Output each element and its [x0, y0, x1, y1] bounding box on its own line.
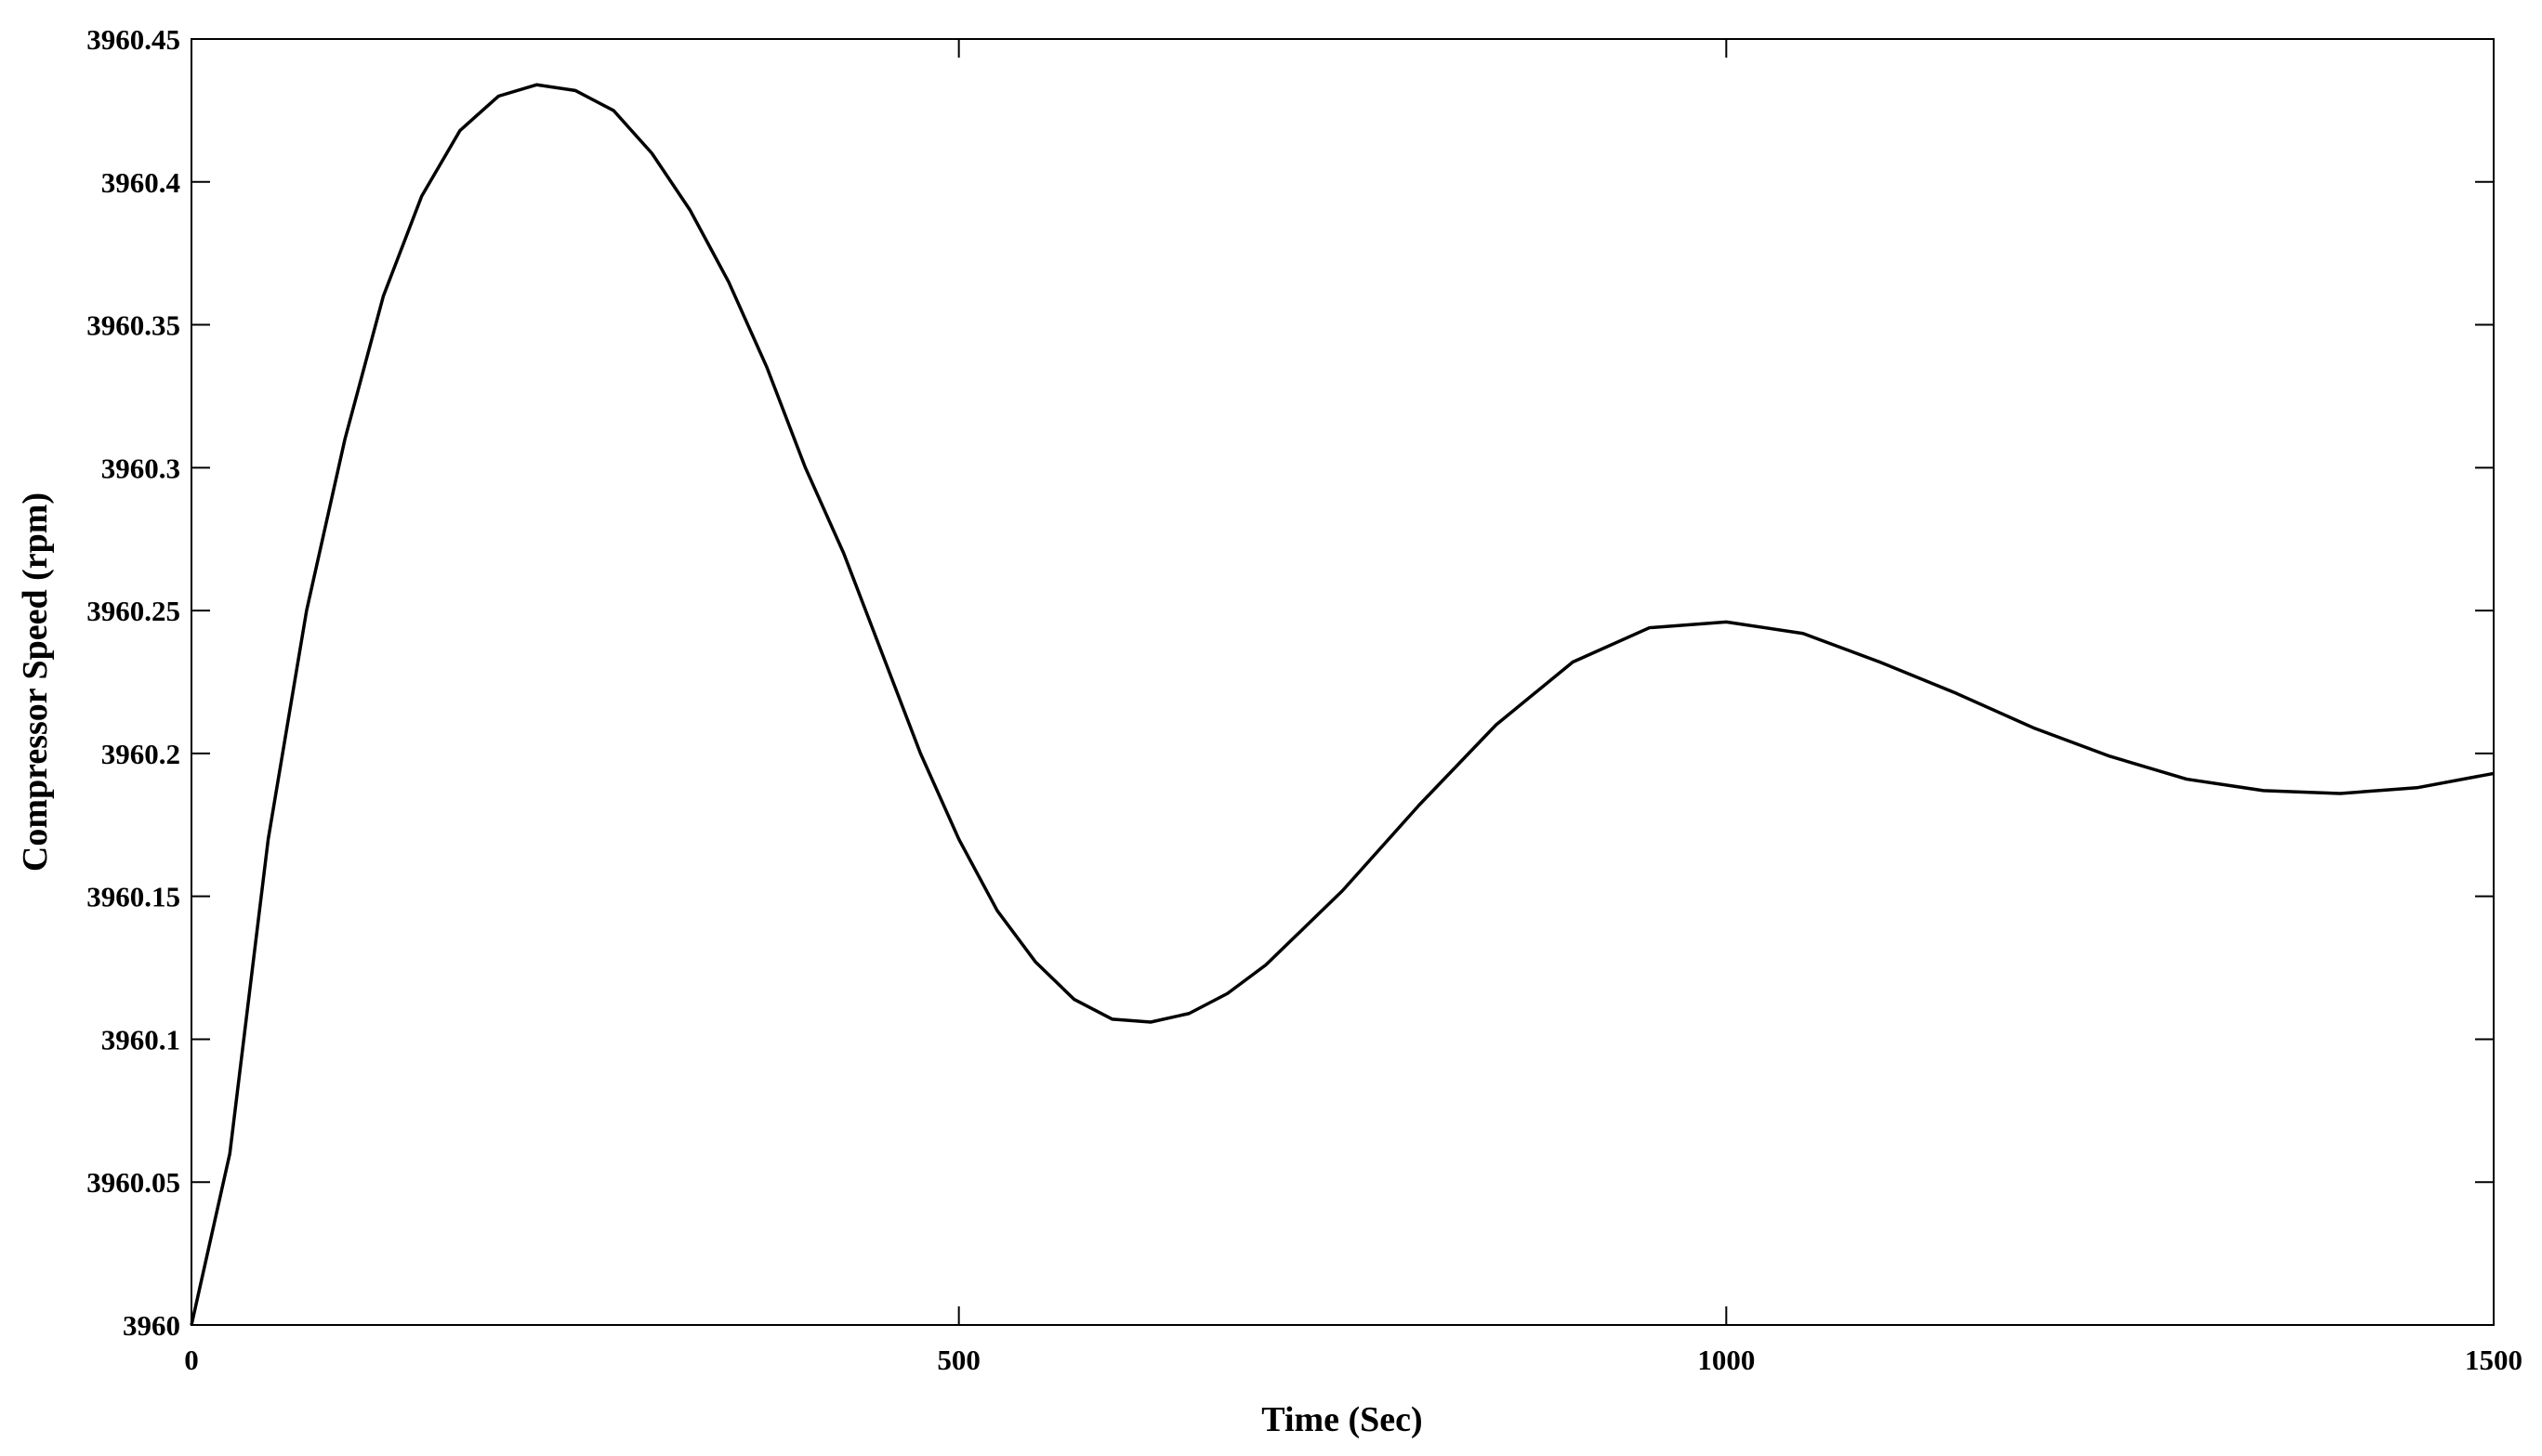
x-tick-label: 1500 [2465, 1344, 2522, 1376]
y-tick-label: 3960.1 [101, 1023, 180, 1056]
data-line [190, 83, 2495, 1326]
y-tick-label: 3960.2 [101, 738, 180, 770]
y-tick-label: 3960.15 [86, 881, 180, 913]
y-axis-label: Compressor Speed (rpm) [16, 492, 55, 872]
y-tick-label: 3960.45 [86, 23, 180, 56]
x-axis-label: Time (Sec) [1261, 1400, 1422, 1439]
plot-frame [191, 38, 2495, 1326]
y-tick-label: 3960.3 [101, 452, 180, 484]
y-tick-label: 3960.05 [86, 1166, 180, 1199]
x-tick-label: 0 [184, 1344, 199, 1376]
x-tick-label: 1000 [1697, 1344, 1755, 1376]
y-tick-label: 3960.35 [86, 309, 180, 342]
y-tick-label: 3960.4 [101, 166, 180, 199]
y-tick-label: 3960 [123, 1309, 180, 1342]
y-tick-label: 3960.25 [86, 595, 180, 627]
x-tick-label: 500 [937, 1344, 981, 1376]
